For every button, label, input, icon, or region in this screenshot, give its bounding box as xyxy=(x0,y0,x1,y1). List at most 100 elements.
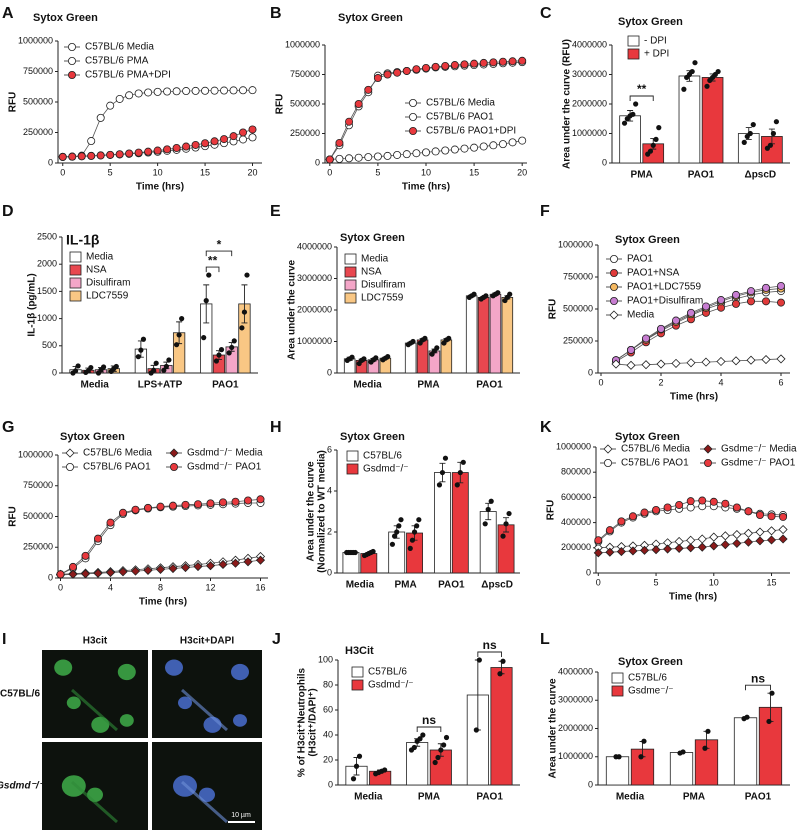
y-tick-label: 20 xyxy=(323,754,333,764)
y-axis-label: RFU xyxy=(8,506,19,527)
data-point xyxy=(373,74,382,83)
data-point xyxy=(441,146,450,155)
data-point xyxy=(702,745,708,751)
data-point xyxy=(732,503,741,512)
data-point xyxy=(325,155,334,164)
data-point xyxy=(106,518,115,527)
data-point xyxy=(231,338,237,344)
data-point xyxy=(705,728,711,734)
panel-title: Sytox Green xyxy=(340,232,405,244)
x-tick-label: 0 xyxy=(596,577,601,587)
data-point xyxy=(594,536,603,545)
legend-swatch xyxy=(344,292,357,304)
y-tick-label: 250000 xyxy=(563,335,593,345)
data-point xyxy=(407,545,413,552)
y-tick-label: 2000000 xyxy=(558,723,593,733)
data-point xyxy=(88,364,94,371)
data-point xyxy=(394,529,400,535)
data-point xyxy=(191,140,200,149)
data-point xyxy=(218,559,228,570)
data-point xyxy=(489,58,498,67)
data-point xyxy=(488,498,494,504)
significance-label: ns xyxy=(483,638,497,652)
y-axis-label: (Normalized to WT media) xyxy=(317,450,328,573)
data-point xyxy=(681,86,687,92)
data-point xyxy=(605,547,615,557)
x-tick-label: 20 xyxy=(517,167,527,177)
data-point xyxy=(747,130,753,137)
data-point xyxy=(653,136,659,142)
data-point xyxy=(241,309,248,315)
data-point xyxy=(151,367,157,373)
legend-marker xyxy=(66,462,75,471)
y-tick-label: 0 xyxy=(315,157,320,167)
data-point xyxy=(193,561,203,572)
data-point xyxy=(628,546,638,556)
data-point xyxy=(638,754,644,760)
data-point xyxy=(354,153,363,162)
data-point xyxy=(153,360,159,366)
data-point xyxy=(671,358,681,368)
data-point xyxy=(106,101,115,110)
data-point xyxy=(125,91,134,100)
legend-label: LDC7559 xyxy=(86,291,129,302)
data-point xyxy=(115,94,124,103)
x-axis-label: Time (hrs) xyxy=(669,592,717,603)
legend-label: Gsdme⁻/⁻ PAO1 xyxy=(721,458,796,469)
data-point xyxy=(77,152,86,161)
data-point xyxy=(656,359,666,369)
x-tick-label: 0 xyxy=(60,167,65,177)
y-tick-label: 2000 xyxy=(37,259,57,269)
panel-label: J xyxy=(272,631,281,648)
data-point xyxy=(248,125,257,134)
data-point xyxy=(383,151,392,160)
significance-label: ns xyxy=(751,671,765,685)
y-tick-label: 600000 xyxy=(561,492,591,502)
y-tick-label: 80 xyxy=(323,679,333,689)
bar xyxy=(605,756,630,786)
significance-bracket xyxy=(205,266,220,273)
cell xyxy=(165,659,183,676)
data-point xyxy=(125,149,134,158)
legend-marker xyxy=(610,296,619,305)
data-point xyxy=(741,139,747,145)
panel-title: Sytox Green xyxy=(340,431,405,443)
data-point xyxy=(663,544,673,554)
y-tick-label: 6 xyxy=(327,444,332,454)
data-point xyxy=(507,291,513,297)
data-point xyxy=(476,657,482,663)
y-tick-label: 2 xyxy=(327,526,332,536)
cell xyxy=(54,659,73,676)
data-point xyxy=(216,352,222,358)
legend-label: C57BL/6 Media xyxy=(621,444,690,455)
legend-marker xyxy=(610,268,619,277)
data-point xyxy=(166,357,172,363)
data-point xyxy=(663,503,672,512)
data-point xyxy=(485,506,491,513)
data-point xyxy=(87,137,96,146)
data-point xyxy=(761,354,771,365)
data-point xyxy=(345,117,354,126)
cell xyxy=(231,663,249,681)
y-axis-label: (H3cit⁺/DAPI⁺) xyxy=(308,688,319,756)
data-point xyxy=(460,144,469,153)
legend-label: PAO1 xyxy=(627,254,653,265)
panel-title: Sytox Green xyxy=(60,431,125,443)
data-point xyxy=(777,298,786,307)
x-tick-label: PMA xyxy=(418,792,440,803)
data-point xyxy=(179,316,185,322)
data-point xyxy=(777,281,786,290)
data-point xyxy=(373,355,379,361)
data-point xyxy=(640,508,649,517)
bar xyxy=(342,552,360,574)
data-point xyxy=(181,500,190,509)
data-point xyxy=(239,325,245,331)
data-point xyxy=(650,142,656,148)
x-tick-label: 5 xyxy=(375,167,380,177)
bar xyxy=(451,472,469,574)
x-tick-label: 15 xyxy=(469,167,479,177)
y-axis-label: Area under the curve xyxy=(548,678,559,778)
data-point xyxy=(686,497,695,506)
data-point xyxy=(350,776,357,782)
data-point xyxy=(762,283,771,292)
